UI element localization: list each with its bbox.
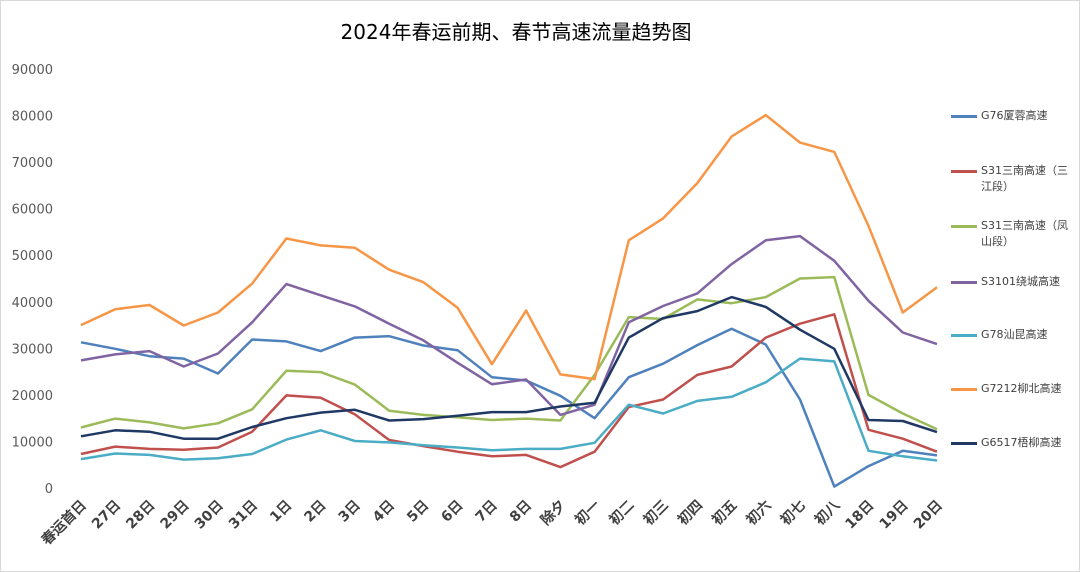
legend-swatch <box>951 225 977 228</box>
legend-item: G76厦蓉高速 <box>951 108 1076 124</box>
x-tick-label: 1日 <box>267 498 295 526</box>
legend-swatch <box>951 388 977 391</box>
x-tick-label: 初八 <box>811 496 844 529</box>
y-tick-label: 10000 <box>12 435 53 450</box>
series-line <box>80 234 938 417</box>
y-tick-label: 70000 <box>12 156 53 171</box>
x-tick-label: 初五 <box>709 497 741 529</box>
x-tick-label: 6日 <box>438 498 466 526</box>
x-tick-label: 31日 <box>226 498 261 533</box>
chart-title: 2024年春运前期、春节高速流量趋势图 <box>341 20 692 44</box>
x-tick-label: 7日 <box>473 498 501 526</box>
x-tick-label: 除夕 <box>537 497 569 529</box>
legend-label: S31三南高速（凤山段） <box>981 219 1068 248</box>
x-tick-label: 18日 <box>842 498 877 533</box>
legend-swatch <box>951 281 977 284</box>
legend-label: G76厦蓉高速 <box>981 109 1048 122</box>
x-tick-label: 20日 <box>911 498 946 533</box>
legend-swatch <box>951 442 977 445</box>
x-tick-label: 3日 <box>336 498 364 526</box>
y-tick-label: 20000 <box>12 389 53 404</box>
x-tick-label: 5日 <box>404 498 432 526</box>
legend-label: G7212柳北高速 <box>981 382 1062 395</box>
series-line <box>80 275 938 431</box>
x-tick-label: 春运首日 <box>38 497 90 549</box>
x-tick-label: 2日 <box>301 498 329 526</box>
y-tick-label: 30000 <box>12 342 53 357</box>
legend-label: G6517梧柳高速 <box>981 436 1062 449</box>
y-tick-label: 60000 <box>12 203 53 218</box>
x-tick-label: 初七 <box>777 497 809 529</box>
legend-item: S31三南高速（三江段） <box>951 163 1076 195</box>
x-tick-label: 初四 <box>674 497 706 529</box>
legend-item: S31三南高速（凤山段） <box>951 218 1076 250</box>
legend-label: S31三南高速（三江段） <box>981 164 1068 193</box>
legend-swatch <box>951 170 977 173</box>
series-line <box>80 357 938 462</box>
x-tick-label: 19日 <box>877 498 912 533</box>
x-tick-label: 30日 <box>192 498 227 533</box>
y-tick-label: 50000 <box>12 249 53 264</box>
legend-item: S3101绕城高速 <box>951 274 1076 290</box>
x-tick-label: 8日 <box>507 498 535 526</box>
legend-item: G6517梧柳高速 <box>951 435 1076 451</box>
series-line <box>80 327 938 488</box>
legend-label: S3101绕城高速 <box>981 275 1060 288</box>
x-tick-label: 初三 <box>640 497 672 529</box>
legend-label: G78汕昆高速 <box>981 328 1048 341</box>
x-tick-label: 27日 <box>89 498 124 533</box>
x-tick-label: 28日 <box>123 498 158 533</box>
x-tick-label: 初一 <box>572 497 604 529</box>
x-tick-label: 初二 <box>606 497 638 529</box>
x-tick-label: 4日 <box>370 498 398 526</box>
y-tick-label: 90000 <box>12 63 53 78</box>
series-line <box>80 295 938 440</box>
y-tick-label: 0 <box>45 482 53 497</box>
y-tick-label: 80000 <box>12 110 53 125</box>
legend-swatch <box>951 115 977 118</box>
series-line <box>80 113 938 381</box>
legend-swatch <box>951 334 977 337</box>
legend-item: G78汕昆高速 <box>951 327 1076 343</box>
x-tick-label: 29日 <box>158 498 193 533</box>
y-tick-label: 40000 <box>12 296 53 311</box>
legend-item: G7212柳北高速 <box>951 381 1076 397</box>
x-tick-label: 初六 <box>743 497 775 529</box>
